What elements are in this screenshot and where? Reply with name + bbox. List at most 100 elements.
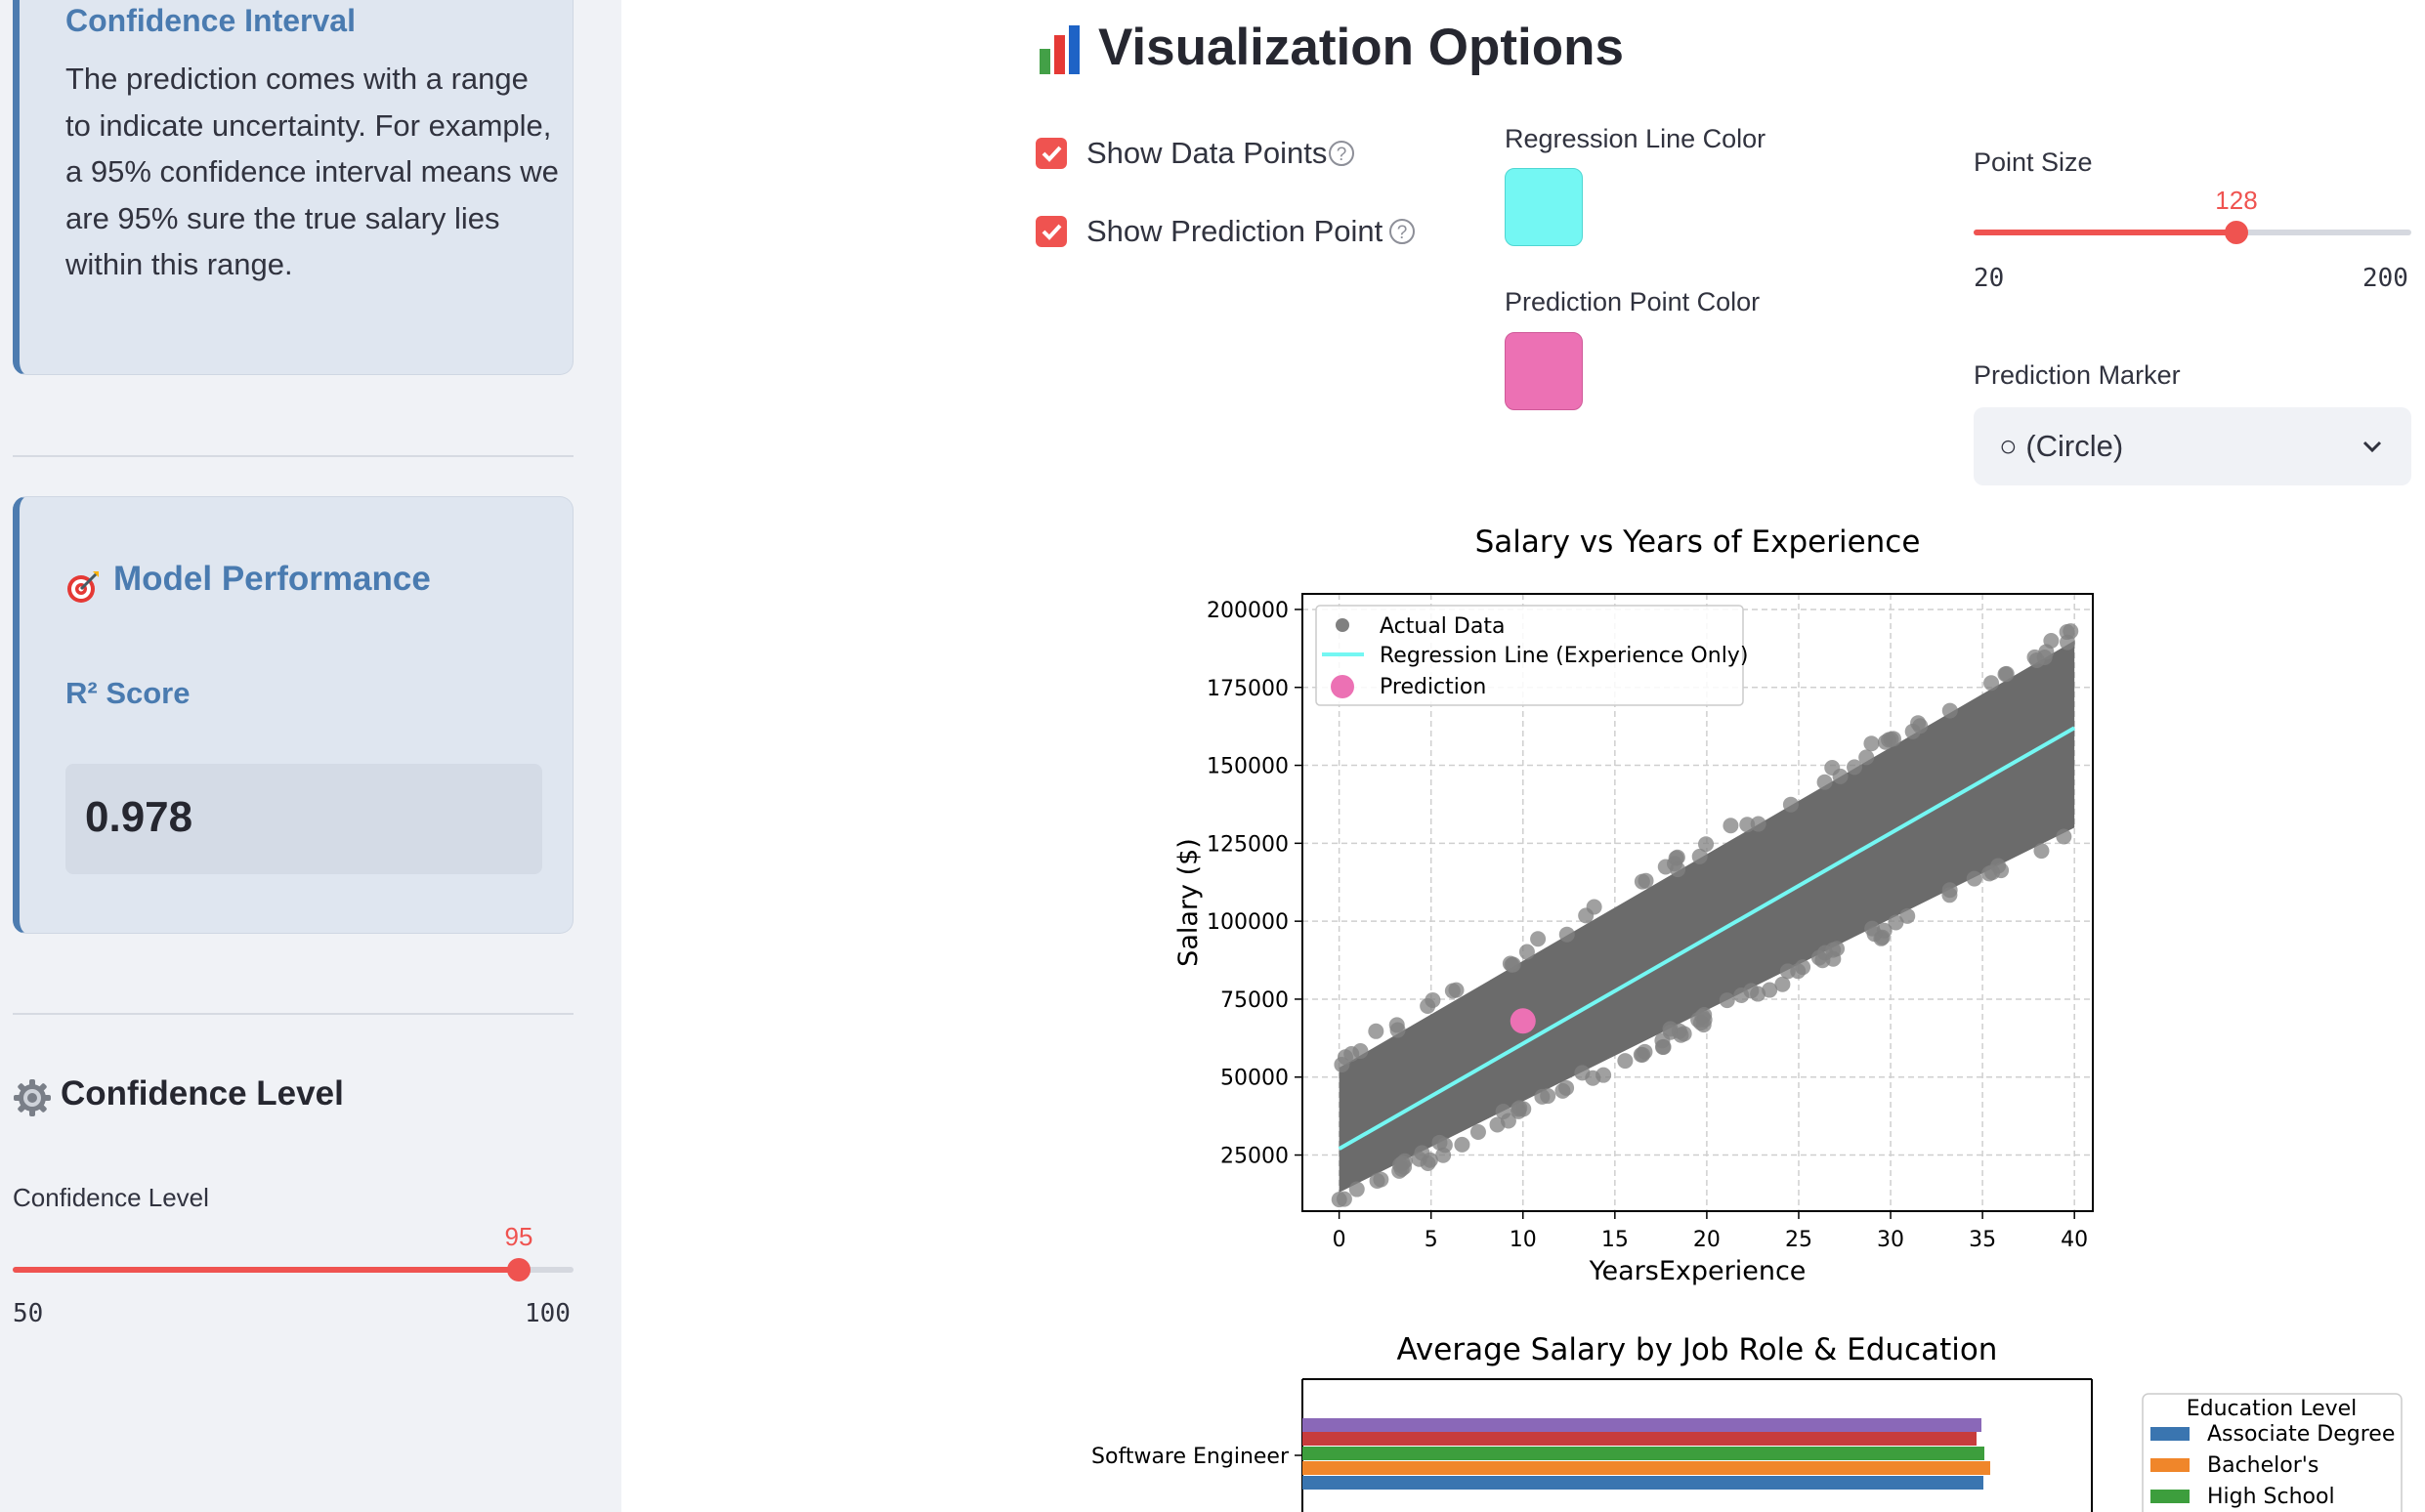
confidence-level-header: Confidence Level (61, 1074, 344, 1113)
data-point (1454, 1136, 1470, 1153)
prediction-point-color-label: Prediction Point Color (1505, 287, 1761, 316)
x-tick-label: 5 (1425, 1228, 1438, 1252)
legend-label: Bachelor's (2207, 1453, 2319, 1478)
data-point (2033, 843, 2050, 860)
confidence-interval-text: The prediction comes with a range to ind… (65, 56, 574, 288)
sidebar-divider (13, 1013, 574, 1015)
data-point (1863, 735, 1880, 752)
data-point (1899, 907, 1916, 924)
show-data-points-checkbox[interactable] (1036, 138, 1067, 169)
data-point (1654, 1038, 1671, 1055)
model-performance-card: Model Performance R² Score 0.978 (13, 496, 574, 934)
data-point (1518, 944, 1535, 960)
data-point (1825, 950, 1842, 967)
legend-swatch (2150, 1427, 2190, 1441)
point-size-fill (1974, 230, 2236, 235)
chart-title: Average Salary by Job Role & Education (1397, 1332, 1998, 1367)
y-tick-label: 125000 (1207, 832, 1289, 857)
y-tick-label: 75000 (1220, 988, 1289, 1013)
bar-chart-icon (1038, 23, 1083, 74)
text-line: a 95% confidence interval means we (65, 154, 559, 189)
confidence-level-slider-label: Confidence Level (13, 1183, 209, 1212)
r2-score-label: R² Score (65, 676, 191, 710)
sidebar: Confidence Interval The prediction comes… (0, 0, 621, 1512)
point-size-min: 20 (1974, 264, 2005, 293)
data-point (1864, 920, 1881, 937)
data-point (1343, 1046, 1360, 1063)
y-tick-label: 50000 (1220, 1067, 1289, 1091)
data-point (1670, 861, 1686, 878)
confidence-interval-title: Confidence Interval (65, 3, 356, 38)
page-title: Visualization Options (1098, 19, 1624, 76)
y-tick-label: 150000 (1207, 755, 1289, 779)
regression-line-color-swatch[interactable] (1505, 168, 1583, 246)
sidebar-divider (13, 455, 574, 457)
data-point (1941, 887, 1958, 903)
data-point (1368, 1023, 1384, 1039)
data-point (1774, 976, 1791, 992)
data-point (1331, 1192, 1347, 1208)
data-point (2063, 623, 2079, 640)
legend-title: Education Level (2187, 1397, 2358, 1421)
data-point (1635, 1046, 1651, 1063)
salary-bar-chart: Average Salary by Job Role & Education So… (1091, 1332, 2403, 1512)
bar (1302, 1432, 1977, 1446)
gear-icon (13, 1078, 52, 1117)
data-point (1373, 1171, 1389, 1188)
legend-box (2142, 1393, 2403, 1512)
data-point (1448, 982, 1465, 998)
regression-line-color-label: Regression Line Color (1505, 124, 1766, 153)
data-point (1832, 768, 1849, 784)
bar (1302, 1476, 1983, 1490)
legend-label: Regression Line (Experience Only) (1380, 644, 1748, 668)
chevron-down-icon (2359, 433, 2386, 460)
data-point (1816, 774, 1833, 790)
x-tick-label: 0 (1333, 1228, 1346, 1252)
help-icon[interactable]: ? (1329, 141, 1354, 166)
prediction-point (1510, 1008, 1536, 1034)
confidence-level-min: 50 (13, 1299, 44, 1328)
confidence-level-value: 95 (504, 1222, 533, 1251)
bar (1302, 1418, 1981, 1432)
show-prediction-point-label[interactable]: Show Prediction Point (1086, 214, 1383, 248)
data-point (1530, 931, 1547, 947)
x-tick-label: 30 (1877, 1228, 1904, 1252)
prediction-point-color-swatch[interactable] (1505, 332, 1583, 410)
target-icon (65, 569, 101, 605)
legend-label: Associate Degree (2207, 1422, 2395, 1447)
point-size-value: 128 (2215, 186, 2258, 215)
chart-legend: Actual Data Regression Line (Experience O… (1315, 605, 1748, 706)
data-point (1750, 816, 1766, 832)
plot-frame (1301, 593, 2094, 1212)
x-tick-label: 15 (1601, 1228, 1629, 1252)
data-point (1396, 1153, 1413, 1169)
data-point (1348, 1181, 1365, 1197)
prediction-marker-select[interactable]: ○ (Circle) (1974, 407, 2411, 485)
data-point (1733, 987, 1750, 1004)
show-prediction-point-checkbox[interactable] (1036, 216, 1067, 247)
text-line: are 95% sure the true salary lies (65, 200, 500, 235)
confidence-level-max: 100 (525, 1299, 571, 1328)
legend-marker-prediction (1331, 675, 1354, 698)
data-point (1617, 1053, 1634, 1070)
point-size-label: Point Size (1974, 147, 2093, 177)
legend-label: High School (2207, 1485, 2335, 1509)
confidence-level-knob[interactable] (507, 1258, 531, 1281)
salary-scatter-chart: 0 5 10 15 20 25 30 35 40 25000 50000 75000 100000 125… (1173, 525, 2094, 1286)
data-point (1847, 759, 1863, 776)
data-point (1673, 1027, 1689, 1043)
point-size-knob[interactable] (2225, 221, 2248, 244)
prediction-marker-label: Prediction Marker (1974, 360, 2181, 390)
model-performance-title: Model Performance (113, 560, 431, 598)
show-data-points-label[interactable]: Show Data Points (1086, 136, 1328, 170)
y-tick-label: 200000 (1207, 599, 1289, 623)
data-point (1984, 864, 2001, 881)
help-icon[interactable]: ? (1389, 219, 1415, 244)
legend-marker-actual (1336, 618, 1349, 632)
data-point (1750, 986, 1766, 1002)
y-axis-label: Salary ($) (1173, 838, 1204, 967)
confidence-interval-card: Confidence Interval The prediction comes… (13, 0, 574, 375)
data-point (1511, 1100, 1528, 1116)
legend-swatch (2150, 1458, 2190, 1472)
r2-score-value: 0.978 (85, 793, 193, 841)
